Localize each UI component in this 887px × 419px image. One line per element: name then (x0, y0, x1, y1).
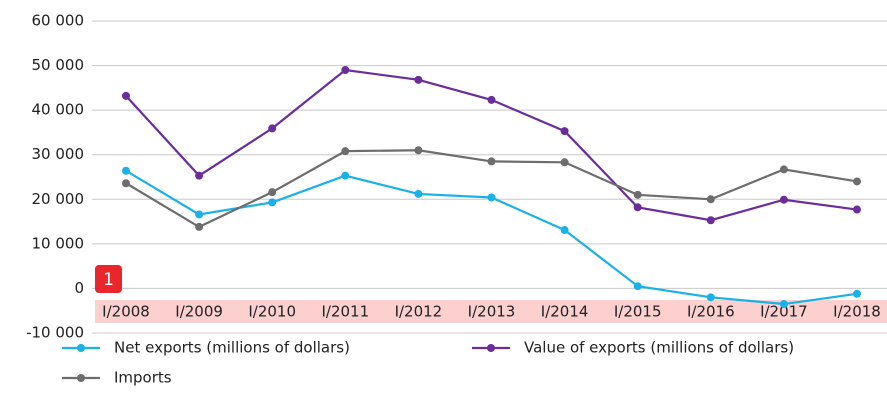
x-tick-label: I/2017 (760, 303, 808, 321)
data-point (414, 189, 423, 198)
x-tick-label: I/2016 (687, 303, 735, 321)
legend-dot (77, 374, 85, 382)
y-tick-label: 30 000 (32, 145, 85, 163)
data-point (779, 165, 788, 174)
x-tick-label: I/2015 (614, 303, 662, 321)
data-point (779, 300, 788, 309)
data-point (560, 158, 569, 167)
data-point (633, 203, 642, 212)
legend-label: Net exports (millions of dollars) (114, 339, 350, 357)
legend-label: Imports (114, 369, 172, 387)
data-point (341, 66, 350, 75)
data-point (268, 124, 277, 133)
y-tick-label: -10 000 (26, 324, 84, 342)
data-point (341, 171, 350, 180)
data-point (414, 75, 423, 84)
data-point (779, 195, 788, 204)
data-point (122, 91, 130, 100)
data-point (487, 157, 496, 166)
series-line (125, 169, 858, 306)
data-point (195, 222, 204, 231)
data-point (633, 190, 642, 199)
data-point (853, 177, 861, 186)
x-tick-label: I/2011 (321, 303, 369, 321)
y-tick-label: 20 000 (32, 190, 85, 208)
data-point (853, 289, 861, 298)
x-tick-label: I/2012 (395, 303, 443, 321)
y-tick-label: 50 000 (32, 56, 85, 74)
y-tick-label: 0 (74, 279, 84, 297)
legend-dot (77, 344, 85, 352)
y-tick-label: 40 000 (32, 101, 85, 119)
highlight (95, 300, 887, 323)
data-point (633, 282, 642, 291)
legend-label: Value of exports (millions of dollars) (524, 339, 794, 357)
data-point (195, 210, 204, 219)
x-tick-label: I/2018 (833, 303, 881, 321)
data-point (122, 179, 130, 188)
x-tick-label: I/2014 (541, 303, 589, 321)
data-point (706, 216, 715, 225)
data-point (487, 193, 496, 202)
x-tick-label: I/2008 (102, 303, 150, 321)
data-point (268, 198, 277, 207)
data-point (341, 147, 350, 156)
data-point (560, 226, 569, 235)
data-point (706, 293, 715, 302)
data-point (268, 188, 277, 197)
data-point (195, 171, 204, 180)
data-point (706, 195, 715, 204)
data-point (487, 95, 496, 104)
data-point (853, 205, 861, 214)
x-tick-label: I/2009 (175, 303, 223, 321)
data-point (122, 166, 130, 175)
annotation-badge (95, 265, 122, 293)
data-point (414, 146, 423, 155)
y-tick-label: 60 000 (32, 12, 85, 30)
y-tick-label: 10 000 (32, 234, 85, 252)
legend-dot (487, 344, 495, 352)
annotation-label: 1 (103, 270, 114, 290)
x-tick-label: I/2013 (468, 303, 516, 321)
x-tick-label: I/2010 (248, 303, 296, 321)
data-point (560, 127, 569, 136)
